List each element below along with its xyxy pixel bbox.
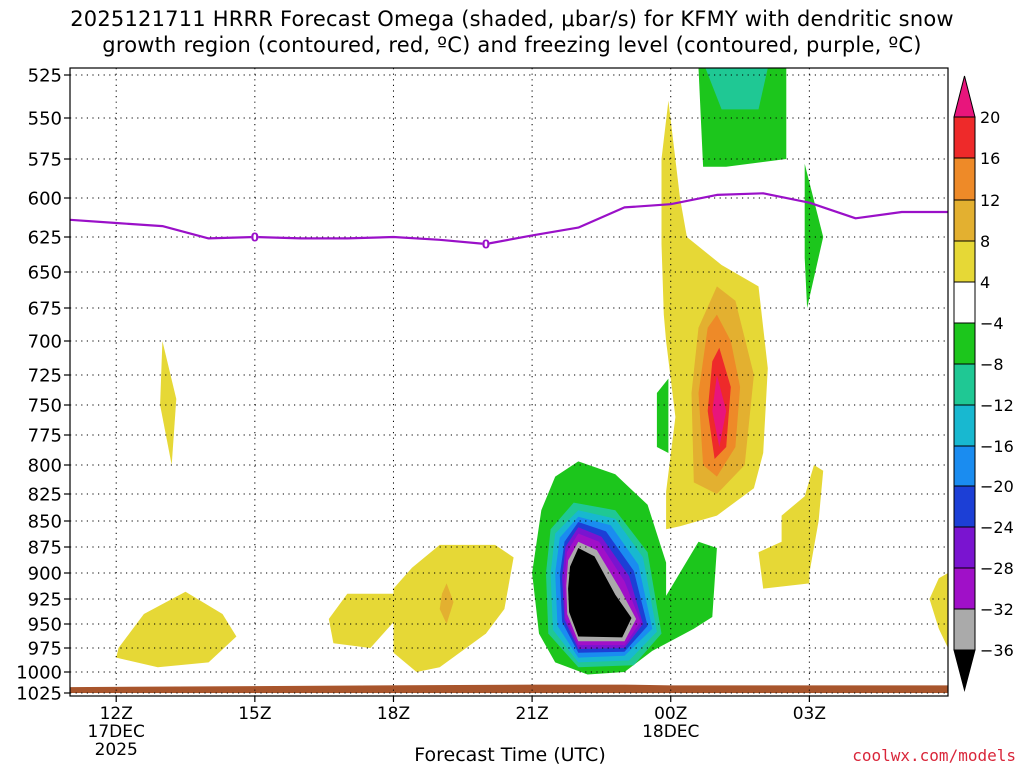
x-tick-label: 21Z — [515, 704, 548, 724]
surface-terrain — [70, 684, 948, 693]
colorbar-swatch — [953, 485, 976, 528]
y-tick-label: 900 — [28, 564, 62, 585]
colorbar-swatch — [953, 322, 976, 365]
colorbar-swatch — [953, 649, 976, 692]
omega-region — [116, 591, 237, 668]
surface-layer — [70, 684, 948, 693]
y-tick-label: 550 — [28, 109, 62, 130]
freezing-level-label: 0 — [251, 231, 259, 245]
colorbar-level-label: −12 — [980, 396, 1014, 415]
colorbar-level-label: −8 — [980, 355, 1004, 374]
y-tick-label: 825 — [28, 485, 62, 506]
omega-region — [393, 544, 514, 672]
colorbar-level-label: −20 — [980, 477, 1014, 496]
omega-region — [929, 573, 948, 648]
omega-shading-layer — [116, 68, 948, 675]
y-axis: 525 550 575 600 625 650 675 700 725 750 775 800 825 8… — [16, 66, 70, 705]
colorbar-swatch — [953, 281, 976, 324]
y-tick-label: 775 — [28, 426, 62, 447]
colorbar-swatch — [953, 157, 976, 201]
chart-title-line-2: growth region (contoured, red, ºC) and f… — [102, 33, 922, 57]
freezing-label-bg — [251, 231, 259, 243]
y-tick-label: 875 — [28, 538, 62, 559]
plot-background — [70, 68, 948, 696]
y-tick-label: 700 — [28, 332, 62, 353]
x-tick-year-label: 2025 — [95, 740, 138, 760]
omega-region — [712, 375, 727, 447]
colorbar-level-label: −36 — [980, 641, 1014, 660]
colorbar-swatch — [953, 445, 976, 487]
grid-layer — [70, 68, 948, 696]
y-tick-label: 1000 — [16, 663, 62, 684]
y-tick-label: 925 — [28, 590, 62, 611]
omega-region — [705, 68, 768, 110]
x-tick-label: 12Z — [100, 704, 133, 724]
x-tick-label: 03Z — [793, 704, 826, 724]
colorbar-swatch — [953, 75, 976, 118]
colorbar-level-label: −4 — [980, 314, 1004, 333]
colorbar-level-label: 16 — [980, 149, 1000, 168]
colorbar-swatch — [953, 363, 976, 406]
colorbar-level-label: 12 — [980, 191, 1000, 210]
y-tick-label: 650 — [28, 263, 62, 284]
x-axis-title: Forecast Time (UTC) — [414, 744, 606, 766]
y-tick-label: 850 — [28, 512, 62, 533]
y-tick-label: 600 — [28, 189, 62, 210]
y-tick-label: 975 — [28, 639, 62, 660]
x-tick-label: 15Z — [238, 704, 271, 724]
omega-region — [656, 378, 669, 453]
colorbar-level-label: −24 — [980, 518, 1014, 537]
y-tick-label: 675 — [28, 299, 62, 320]
colorbar-level-label: −28 — [980, 559, 1014, 578]
y-tick-label: 725 — [28, 366, 62, 387]
plot-frame — [69, 67, 949, 697]
colorbar-level-label: 4 — [980, 273, 990, 292]
omega-region — [758, 465, 824, 589]
colorbar: 20 16 12 8 4 −4 −8 −12 −16 −20 −24 −28 −32 −36 — [953, 75, 1014, 692]
colorbar-swatch — [953, 404, 976, 447]
freezing-level-label: 0 — [482, 238, 490, 252]
colorbar-level-label: 8 — [980, 232, 990, 251]
colorbar-level-label: −32 — [980, 600, 1014, 619]
y-tick-label: 800 — [28, 456, 62, 477]
chart-title-line-1: 2025121711 HRRR Forecast Omega (shaded, … — [70, 7, 954, 31]
credit-link[interactable]: coolwx.com/models — [852, 746, 1016, 765]
colorbar-swatch — [953, 608, 976, 651]
omega-region — [439, 583, 454, 624]
x-tick-date-label: 18DEC — [642, 722, 699, 742]
x-tick-label: 18Z — [377, 704, 410, 724]
colorbar-swatch — [953, 116, 976, 159]
x-tick-date-label: 17DEC — [88, 722, 145, 742]
y-tick-label: 1025 — [16, 684, 62, 705]
colorbar-swatch — [953, 526, 976, 569]
omega-region — [328, 593, 399, 648]
colorbar-swatch — [953, 240, 976, 283]
colorbar-swatch — [953, 567, 976, 610]
y-tick-label: 575 — [28, 150, 62, 171]
freezing-level-line — [69, 192, 948, 246]
colorbar-swatch — [953, 199, 976, 242]
y-tick-label: 750 — [28, 396, 62, 417]
y-tick-label: 525 — [28, 66, 62, 87]
y-tick-label: 950 — [28, 615, 62, 636]
x-tick-label: 00Z — [654, 704, 687, 724]
colorbar-level-label: −16 — [980, 437, 1014, 456]
colorbar-level-label: 20 — [980, 108, 1000, 127]
freezing-label-bg — [482, 238, 490, 250]
y-tick-label: 625 — [28, 228, 62, 249]
omega-region — [160, 341, 177, 465]
omega-region — [568, 548, 632, 638]
